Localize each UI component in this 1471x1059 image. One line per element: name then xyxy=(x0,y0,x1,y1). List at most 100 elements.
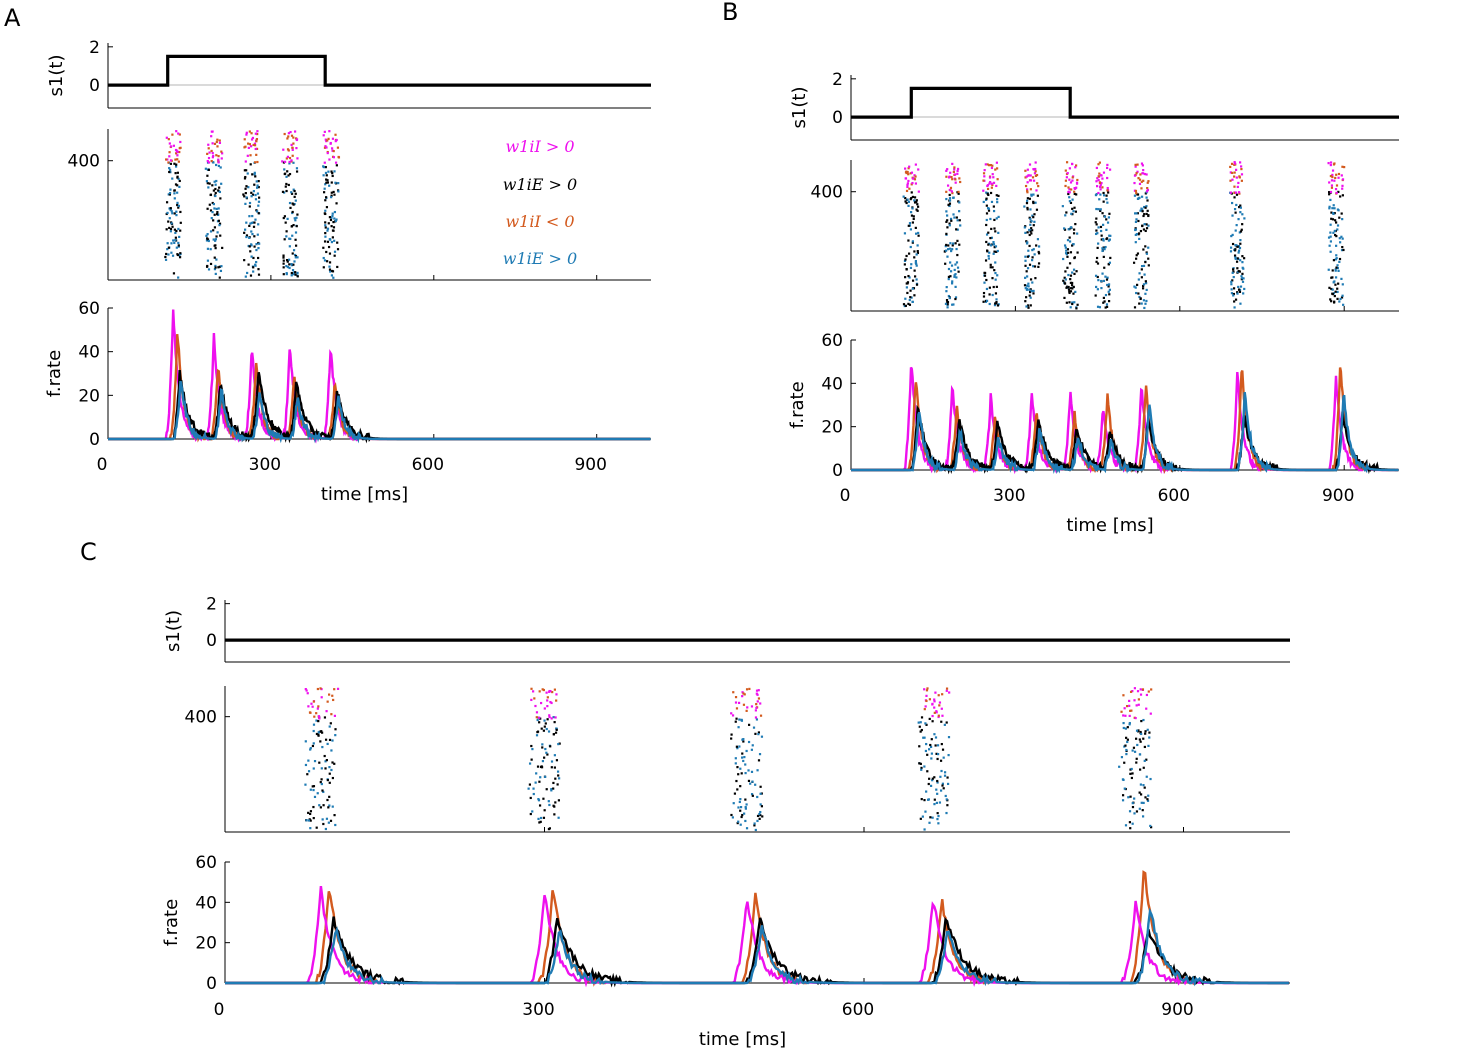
spike xyxy=(1122,721,1125,725)
spike xyxy=(995,285,998,288)
spike xyxy=(954,296,958,299)
spike xyxy=(985,233,989,236)
spike xyxy=(1065,301,1068,304)
spike xyxy=(1239,302,1242,305)
spike xyxy=(1026,284,1029,287)
spike xyxy=(1145,693,1149,697)
spike xyxy=(739,806,743,809)
spike xyxy=(1142,299,1146,302)
spike xyxy=(1133,181,1136,185)
spike xyxy=(1135,192,1138,195)
spike xyxy=(547,730,551,733)
spike xyxy=(760,805,764,808)
spike xyxy=(293,260,296,263)
spike xyxy=(325,206,329,209)
spike xyxy=(956,253,959,257)
spike xyxy=(244,160,247,163)
spike xyxy=(177,227,180,231)
spike xyxy=(1149,824,1152,828)
spike xyxy=(1129,709,1132,712)
spike xyxy=(1140,732,1143,736)
rate-xtick-label: 900 xyxy=(1161,1000,1193,1020)
spike xyxy=(1137,197,1140,200)
spike xyxy=(994,302,997,305)
spike xyxy=(215,207,218,211)
spike xyxy=(1069,281,1072,284)
raster-burst xyxy=(982,161,1000,307)
spike xyxy=(992,205,995,208)
spike xyxy=(954,263,957,266)
spike xyxy=(1102,246,1105,249)
spike xyxy=(171,254,175,257)
spike xyxy=(1140,268,1143,271)
spike xyxy=(915,253,918,256)
spike xyxy=(304,783,307,786)
spike xyxy=(1332,231,1335,234)
spike xyxy=(985,223,988,227)
spike xyxy=(1339,297,1342,301)
spike xyxy=(1237,270,1240,273)
spike xyxy=(1032,168,1035,171)
spike xyxy=(333,814,336,817)
spike xyxy=(291,154,294,157)
spike xyxy=(167,193,170,196)
spike xyxy=(1031,281,1034,284)
spike xyxy=(319,806,322,809)
spike xyxy=(175,246,178,249)
spike xyxy=(954,242,957,245)
spike xyxy=(176,150,179,153)
spike xyxy=(923,828,926,831)
spike xyxy=(1334,290,1337,293)
spike xyxy=(982,200,985,204)
spike xyxy=(906,182,910,185)
spike xyxy=(178,150,181,154)
stim-ytick-label: 2 xyxy=(89,38,100,58)
spike xyxy=(754,732,757,735)
spike xyxy=(948,193,951,197)
spike xyxy=(913,196,917,199)
spike xyxy=(550,717,553,720)
spike xyxy=(1231,279,1234,282)
spike xyxy=(326,181,330,184)
spike xyxy=(1026,231,1029,234)
spike xyxy=(175,210,178,213)
spike xyxy=(331,212,334,215)
spike xyxy=(286,260,289,263)
spike xyxy=(217,158,220,161)
spike xyxy=(206,152,209,156)
spike xyxy=(217,266,220,269)
spike xyxy=(254,218,257,221)
spike xyxy=(214,266,217,269)
spike xyxy=(315,732,319,736)
spike xyxy=(324,199,327,202)
spike xyxy=(1229,165,1232,169)
spike xyxy=(933,706,936,709)
spike xyxy=(1074,210,1078,213)
spike xyxy=(292,142,295,145)
spike xyxy=(323,146,327,149)
spike xyxy=(294,273,297,276)
spike xyxy=(539,776,542,779)
spike xyxy=(1238,246,1242,250)
spike xyxy=(904,197,907,200)
spike xyxy=(1134,233,1137,237)
spike xyxy=(1105,278,1109,281)
spike xyxy=(1339,241,1342,244)
spike xyxy=(755,706,758,709)
spike xyxy=(1023,284,1027,287)
spike xyxy=(1027,285,1030,288)
spike xyxy=(1076,232,1079,235)
spike xyxy=(987,164,991,167)
spike xyxy=(170,145,173,148)
spike xyxy=(1232,294,1235,297)
spike xyxy=(257,200,261,203)
spike xyxy=(1133,812,1136,815)
spike xyxy=(1124,714,1127,717)
spike xyxy=(993,218,996,222)
spike xyxy=(903,263,906,266)
spike xyxy=(1332,204,1335,207)
spike xyxy=(1141,809,1144,812)
spike xyxy=(741,691,744,694)
spike xyxy=(206,247,210,250)
